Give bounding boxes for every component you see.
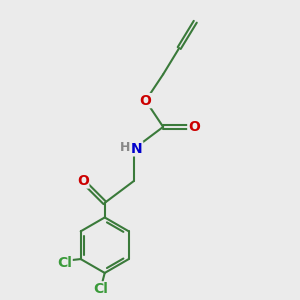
Text: Cl: Cl	[57, 256, 72, 270]
Text: O: O	[188, 120, 200, 134]
Text: Cl: Cl	[93, 282, 108, 296]
Text: O: O	[77, 174, 89, 188]
Text: N: N	[131, 142, 143, 156]
Text: H: H	[119, 141, 130, 154]
Text: O: O	[140, 94, 152, 108]
